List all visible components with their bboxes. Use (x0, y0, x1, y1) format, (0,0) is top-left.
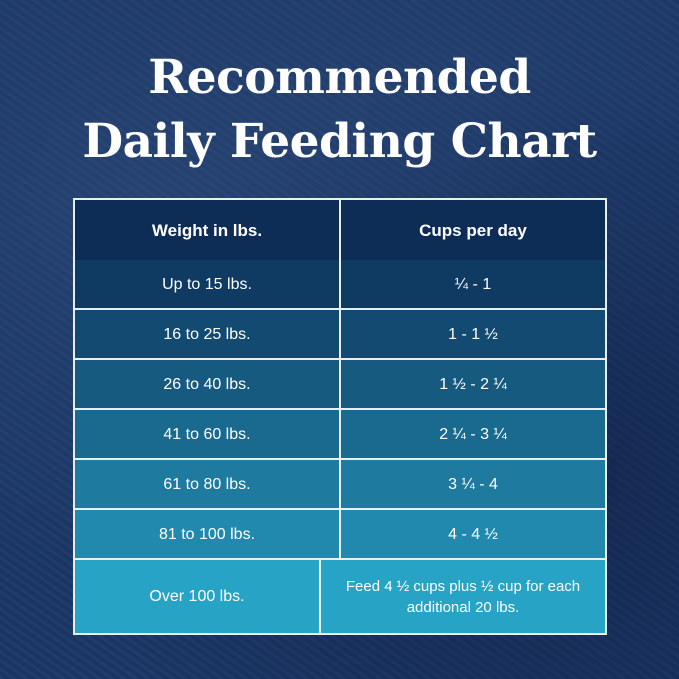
table-row: 61 to 80 lbs. 3 ¼ - 4 (75, 458, 605, 508)
title-line-1: Recommended (148, 50, 531, 105)
weight-cell: 81 to 100 lbs. (158, 525, 256, 543)
table-row: 16 to 25 lbs. 1 - 1 ½ (75, 308, 605, 358)
header-cups: Cups per day (339, 200, 605, 260)
table-row: 81 to 100 lbs. 4 - 4 ½ (75, 508, 605, 558)
weight-cell: 61 to 80 lbs. (163, 475, 251, 493)
table-row: Up to 15 lbs. ¼ - 1 (75, 260, 605, 308)
feeding-table: Weight in lbs. Cups per day Up to 15 lbs… (73, 198, 607, 635)
table-row: 26 to 40 lbs. 1 ½ - 2 ¼ (75, 358, 605, 408)
header-weight: Weight in lbs. (151, 220, 263, 240)
weight-cell: Over 100 lbs. (149, 588, 245, 605)
cups-cell: 1 ½ - 2 ¼ (339, 360, 605, 408)
table-row: Over 100 lbs. Feed 4 ½ cups plus ½ cup fo… (75, 558, 605, 633)
title-line-2: Daily Feeding Chart (82, 114, 597, 169)
cups-cell: ¼ - 1 (339, 260, 605, 308)
weight-cell: 16 to 25 lbs. (163, 325, 251, 343)
weight-cell: 26 to 40 lbs. (163, 375, 251, 393)
cups-cell: 3 ¼ - 4 (339, 460, 605, 508)
page-title: Recommended Daily Feeding Chart (0, 46, 679, 174)
cups-cell: Feed 4 ½ cups plus ½ cup for each additi… (319, 560, 605, 633)
table-header: Weight in lbs. Cups per day (75, 200, 605, 260)
weight-cell: 41 to 60 lbs. (163, 425, 251, 443)
table-row: 41 to 60 lbs. 2 ¼ - 3 ¼ (75, 408, 605, 458)
cups-cell: 1 - 1 ½ (339, 310, 605, 358)
cups-cell: 4 - 4 ½ (339, 510, 605, 558)
weight-cell: Up to 15 lbs. (162, 275, 252, 293)
cups-cell: 2 ¼ - 3 ¼ (339, 410, 605, 458)
